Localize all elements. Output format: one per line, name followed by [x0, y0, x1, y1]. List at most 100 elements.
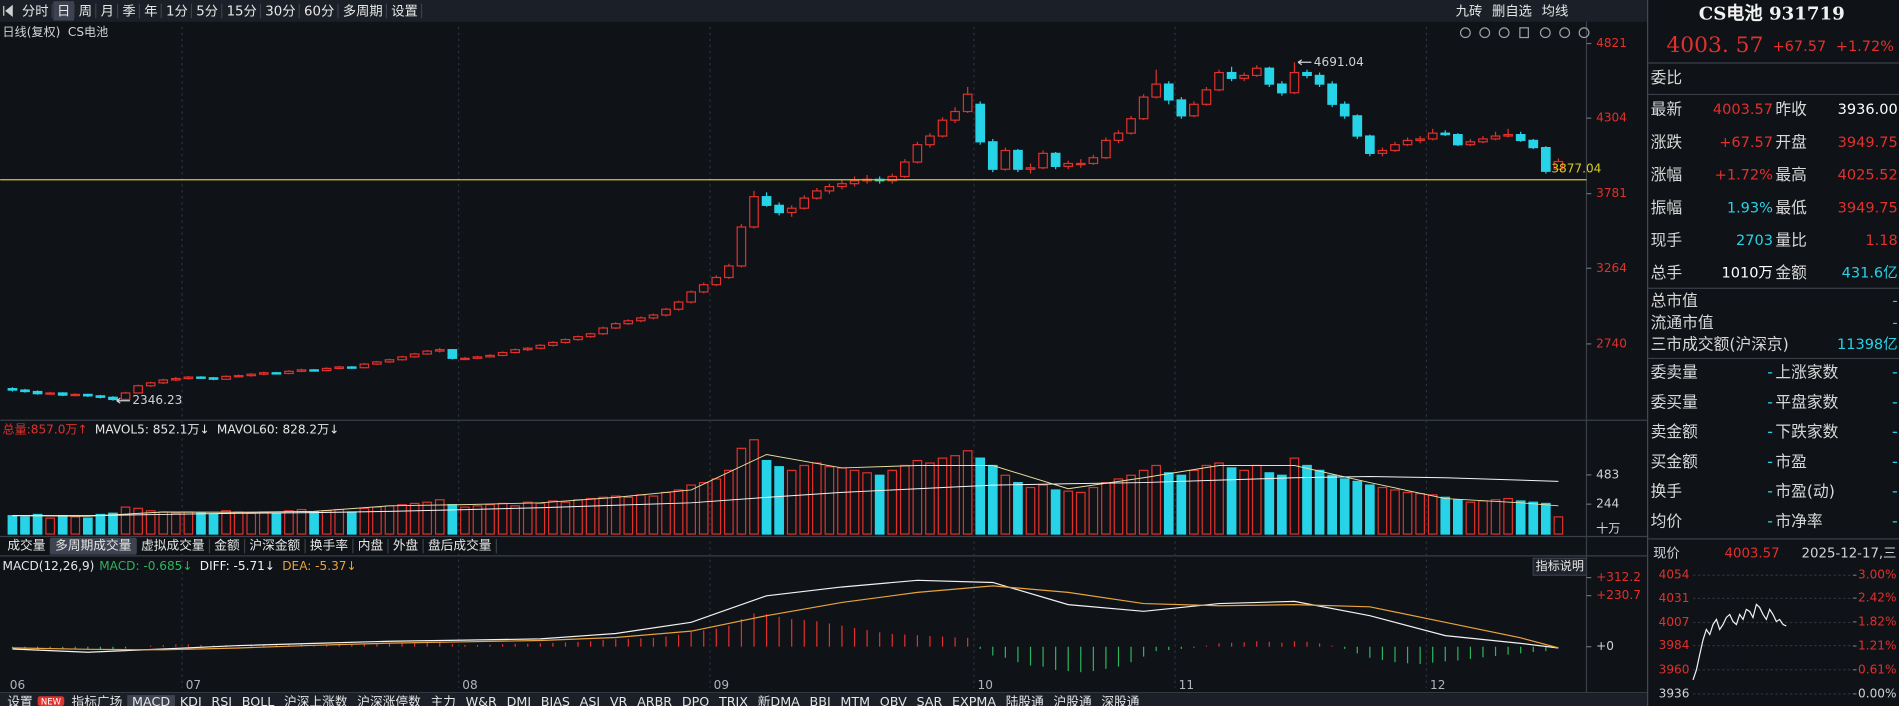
macd-title: MACD(12,26,9) [3, 559, 95, 573]
bottom-tab[interactable]: 沪深涨停数 [357, 694, 421, 706]
bottom-tab[interactable]: TRIX [718, 694, 748, 706]
bottom-tab[interactable]: 陆股通 [1006, 694, 1044, 706]
bottom-tab[interactable]: DPO [682, 694, 709, 706]
zoom-out-icon[interactable] [1559, 27, 1571, 39]
redo-icon[interactable] [1498, 27, 1510, 39]
quote-label: 振幅 [1651, 198, 1682, 217]
indicator-tab[interactable]: 外盘 [393, 538, 419, 553]
quote-value: 4003.57 [1713, 102, 1773, 118]
candle-body [925, 135, 935, 146]
quote-label: 均价 [1651, 511, 1683, 530]
quote-value: - [1767, 482, 1773, 501]
indicator-tab[interactable]: 金额 [214, 538, 240, 553]
tool-button[interactable]: 九砖 [1456, 4, 1483, 20]
bottom-tab[interactable]: 主力 [430, 694, 455, 706]
volume-bar [32, 513, 43, 535]
volume-bar [786, 469, 797, 535]
bottom-tab[interactable]: SAR [916, 694, 942, 706]
volume-bar [258, 511, 269, 535]
volume-bar [1427, 494, 1438, 535]
period-button[interactable]: 30分 [265, 4, 295, 20]
indicator-tab[interactable]: 多周期成交量 [55, 538, 132, 553]
period-button[interactable]: 周 [79, 5, 92, 20]
bottom-tab[interactable]: MACD [132, 694, 170, 706]
volume-bar [7, 515, 18, 535]
candle-body [233, 375, 244, 378]
candle-body [1515, 133, 1526, 141]
period-button[interactable]: 5分 [196, 4, 218, 20]
volume-title: 总量:857.0万↑ [3, 422, 88, 436]
candle-body [246, 373, 257, 377]
period-button[interactable]: 年 [144, 4, 157, 20]
period-button[interactable]: 15分 [227, 4, 257, 20]
y-tick-label: +0 [1596, 639, 1614, 653]
y-tick-label: 3781 [1596, 186, 1627, 200]
volume-bar [1050, 489, 1061, 535]
bottom-tab[interactable]: ARBR [637, 694, 672, 706]
indicator-tab[interactable]: 沪深金额 [249, 538, 300, 553]
period-button[interactable]: 日 [57, 5, 70, 20]
candle-body [1314, 74, 1325, 85]
indicator-tab[interactable]: 盘后成交量 [428, 538, 492, 553]
candle-body [686, 291, 696, 303]
indicator-tab[interactable]: 成交量 [7, 538, 45, 553]
period-button[interactable]: 设置 [391, 4, 418, 20]
candle-body [761, 196, 772, 206]
indicator-tab[interactable]: 虚拟成交量 [141, 538, 205, 553]
period-button[interactable]: 分时 [22, 4, 49, 20]
indicator-tab[interactable]: 内盘 [358, 538, 384, 553]
bottom-tab[interactable]: 沪股通 [1054, 694, 1092, 706]
bottom-tab[interactable]: OBV [880, 694, 907, 706]
lock-icon[interactable] [1519, 27, 1529, 39]
quote-pct: +1.72% [1836, 39, 1894, 55]
legend-entry: MACD: -0.685↓ [99, 559, 192, 573]
bottom-tab[interactable]: RSI [211, 694, 232, 706]
bottom-tab[interactable]: 指标广场 [72, 694, 123, 706]
bottom-tab[interactable]: 新DMA [758, 694, 800, 706]
y-tick-label: 4304 [1596, 111, 1627, 125]
bottom-tab[interactable]: 沪深上涨数 [284, 694, 348, 706]
zoom-in-icon[interactable] [1539, 27, 1551, 39]
candle-body [1126, 118, 1136, 134]
chart-icons [1459, 27, 1590, 39]
bottom-tab[interactable]: BOLL [242, 694, 276, 706]
volume-bar [661, 491, 671, 535]
volume-bar [1314, 469, 1325, 535]
bottom-tab[interactable]: 深股通 [1101, 694, 1139, 706]
candle-body [271, 372, 282, 375]
close-icon[interactable] [1578, 27, 1590, 39]
candle-body [1365, 135, 1375, 154]
bottom-tab[interactable]: BBI [810, 694, 831, 706]
quote-value: - [1767, 362, 1773, 381]
help-label[interactable]: 指标说明 [1536, 558, 1584, 573]
period-button[interactable]: 60分 [304, 4, 334, 20]
candle-body [585, 333, 596, 338]
legend-entry: MAVOL60: 828.2万↓ [217, 422, 339, 436]
bottom-tab[interactable]: ASI [580, 694, 601, 706]
bottom-tab[interactable]: 设置 [7, 694, 32, 706]
bottom-tab[interactable]: BIAS [541, 694, 570, 706]
tool-button[interactable]: 删自选 [1492, 4, 1532, 20]
bottom-tab[interactable]: EXPMA [952, 694, 996, 706]
back-icon[interactable] [3, 4, 13, 18]
volume-bar [120, 506, 131, 535]
bottom-tab[interactable]: MTM [840, 694, 870, 706]
period-button[interactable]: 月 [101, 5, 114, 20]
indicator-tab[interactable]: 换手率 [310, 538, 348, 553]
bottom-tab[interactable]: DMI [507, 694, 531, 706]
quote-title: CS电池 931719 [1699, 3, 1845, 25]
bottom-tab[interactable]: KDJ [180, 694, 202, 706]
candle-body [83, 393, 93, 397]
period-button[interactable]: 多周期 [343, 3, 383, 20]
quote-value: - [1892, 422, 1898, 441]
bottom-tab[interactable]: VR [610, 694, 628, 706]
volume-bar [409, 502, 420, 535]
period-button[interactable]: 季 [122, 4, 135, 20]
eye-icon[interactable] [1459, 27, 1471, 39]
tool-button[interactable]: 均线 [1542, 4, 1569, 20]
period-button[interactable]: 1分 [166, 4, 188, 20]
bottom-tab[interactable]: W&R [466, 694, 497, 706]
undo-icon[interactable] [1479, 27, 1491, 39]
volume-bar [1251, 464, 1262, 535]
help-button[interactable] [1532, 557, 1588, 576]
